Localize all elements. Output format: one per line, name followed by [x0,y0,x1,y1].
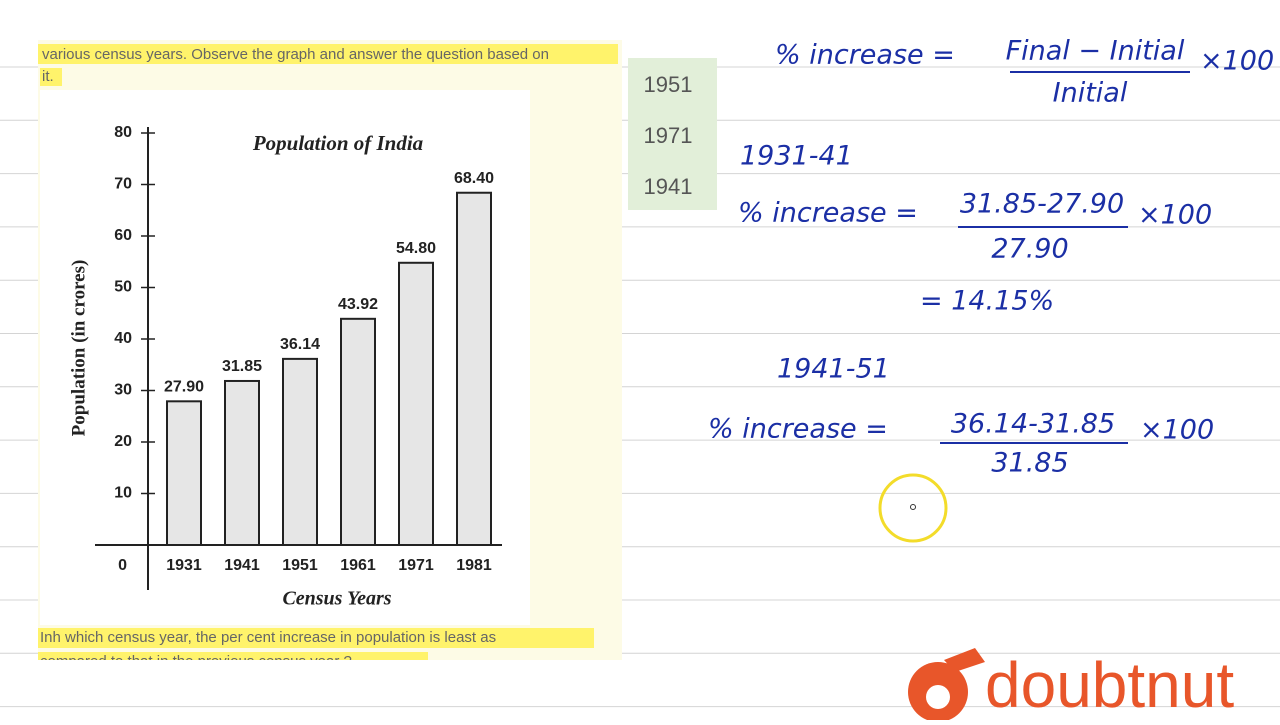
note-text: Initial [1053,78,1128,109]
note-text: 1941-51 [777,354,890,385]
notes: % increase = Final − Initial Initial ×10… [708,36,1274,479]
note-text: ×100 [1200,46,1274,77]
option[interactable]: 1951 [644,72,693,97]
value-label: 31.85 [222,358,262,375]
bar [282,357,318,546]
chart: Population of India Population (in crores… [68,124,502,610]
bar [166,400,202,546]
value-label: 36.14 [280,336,320,353]
options-box [628,58,717,210]
y-tick-label: 60 [114,227,132,244]
bar [456,191,492,547]
x-tick-label: 1941 [224,557,260,574]
question-text: various census years. Observe the graph … [42,46,549,63]
cursor-dot [910,504,916,510]
logo-icon-inner [926,685,950,709]
value-label: 27.90 [164,379,204,396]
highlight [38,44,618,64]
y-tick-label: 0 [118,557,127,574]
x-tick-label: 1951 [282,557,318,574]
bar [398,261,434,546]
y-tick-label: 40 [114,330,132,347]
note-text: % increase = [775,40,955,71]
logo[interactable]: doubtnut [908,648,1234,722]
note-text: 31.85 [991,448,1068,479]
highlight [38,652,428,660]
highlight [40,68,62,86]
x-tick-label: 1961 [340,557,376,574]
chart-title: Population of India [252,131,423,155]
note-text: ×100 [1138,200,1212,231]
question-panel: various census years. Observe the graph … [38,40,622,670]
logo-cap [944,648,985,672]
y-tick-label: 50 [114,279,132,296]
note-text: % increase = [708,414,888,445]
highlight [38,628,594,648]
x-tick-label: 1971 [398,557,434,574]
option[interactable]: 1971 [644,123,693,148]
note-text: 31.85-27.90 [960,189,1124,220]
note-text: = 14.15% [920,286,1054,317]
x-axis-label: Census Years [282,588,391,610]
note-text: % increase = [738,198,918,229]
note-text: ×100 [1140,415,1214,446]
note-text: 27.90 [991,234,1068,265]
bar [224,379,260,546]
y-tick-label: 70 [114,176,132,193]
question-text: it. [42,68,54,85]
value-label: 54.80 [396,240,436,257]
note-text: Final − Initial [1006,36,1185,67]
value-label: 43.92 [338,296,378,313]
y-tick-label: 80 [114,124,132,141]
y-tick-label: 10 [114,485,132,502]
note-text: 36.14-31.85 [951,409,1115,440]
note-text: 1931-41 [740,141,853,172]
y-tick-label: 20 [114,433,132,450]
y-axis-label: Population (in crores) [68,260,89,437]
value-label: 68.40 [454,170,494,187]
option[interactable]: 1941 [644,174,693,199]
question-text: Inh which census year, the per cent incr… [40,629,496,646]
question-text: compared to that in the previous census … [40,653,352,670]
x-tick-label: 1931 [166,557,202,574]
cursor-ring [878,473,948,543]
logo-text: doubtnut [985,649,1234,720]
bar [340,317,376,547]
y-tick-label: 30 [114,382,132,399]
x-tick-label: 1981 [456,557,492,574]
